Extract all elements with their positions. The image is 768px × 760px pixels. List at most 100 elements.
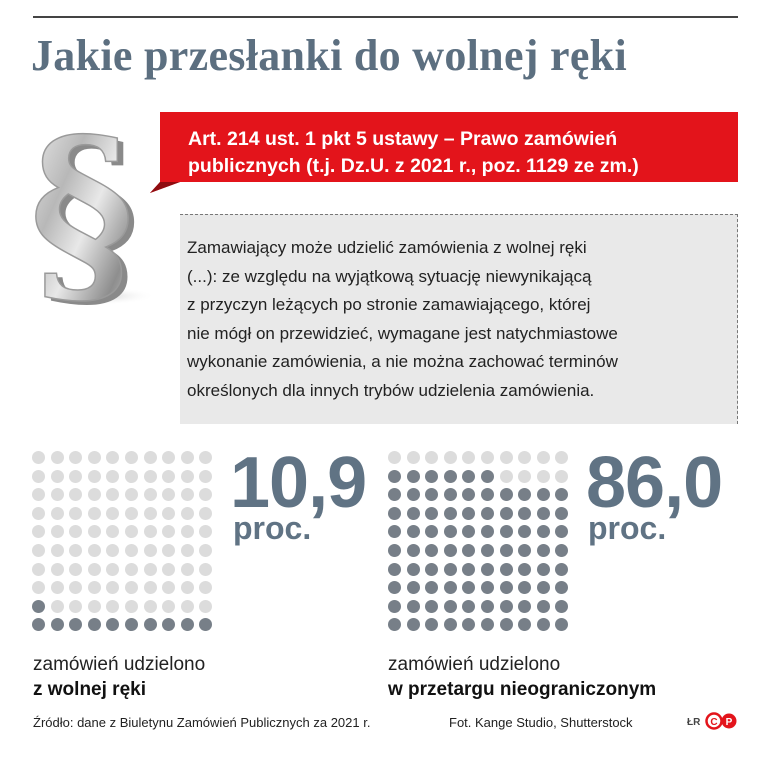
dot-filled — [425, 562, 439, 576]
caption-free-hand-line2: z wolnej ręki — [33, 679, 146, 700]
dot-filled — [462, 525, 476, 539]
dot-empty — [106, 451, 120, 464]
dot-empty — [69, 506, 83, 520]
dot-filled — [518, 599, 532, 613]
dot-empty — [69, 525, 83, 539]
dot-filled — [406, 544, 420, 557]
dot-empty — [106, 581, 120, 595]
dot-filled — [462, 469, 476, 483]
dot-empty — [50, 469, 64, 483]
dot-filled — [406, 469, 420, 483]
dot-empty — [69, 469, 83, 483]
dot-empty — [125, 525, 138, 539]
dot-filled — [499, 506, 513, 520]
dot-grid-free-hand — [32, 451, 217, 636]
dot-empty — [199, 562, 213, 576]
dot-empty — [143, 469, 157, 483]
dot-filled — [388, 469, 401, 483]
dot-empty — [388, 451, 401, 464]
quote-line: nie mógł on przewidzieć, wymagane jest n… — [187, 323, 618, 343]
dot-filled — [536, 618, 550, 632]
dot-empty — [87, 451, 101, 464]
dot-empty — [106, 562, 120, 576]
dot-empty — [143, 506, 157, 520]
dot-filled — [388, 525, 401, 539]
banner-line-1: Art. 214 ust. 1 pkt 5 ustawy – Prawo zam… — [188, 128, 618, 150]
dot-filled — [499, 525, 513, 539]
quote-line: Zamawiający może udzielić zamówienia z w… — [187, 238, 587, 257]
dot-empty — [199, 544, 213, 557]
dot-empty — [536, 469, 550, 483]
dot-filled — [443, 525, 457, 539]
dot-empty — [69, 581, 83, 595]
dot-empty — [32, 469, 45, 483]
dot-filled — [481, 618, 494, 632]
dot-empty — [143, 525, 157, 539]
dot-empty — [162, 451, 176, 464]
quote-text: Zamawiający może udzielić zamówienia z w… — [187, 234, 732, 405]
dot-filled — [536, 544, 550, 557]
dot-empty — [87, 488, 101, 502]
dot-empty — [199, 525, 213, 539]
article-banner: Art. 214 ust. 1 pkt 5 ustawy – Prawo zam… — [150, 112, 738, 193]
dot-filled — [106, 618, 120, 632]
dot-empty — [162, 488, 176, 502]
dot-empty — [199, 599, 213, 613]
dot-empty — [87, 581, 101, 595]
dot-filled — [425, 506, 439, 520]
dot-empty — [106, 544, 120, 557]
dot-filled — [199, 618, 213, 632]
dot-empty — [32, 451, 45, 464]
dot-filled — [388, 544, 401, 557]
dot-empty — [199, 488, 213, 502]
dot-filled — [406, 599, 420, 613]
dot-filled — [481, 544, 494, 557]
dot-filled — [406, 525, 420, 539]
stat-value-free-hand: 10,9 — [230, 443, 367, 523]
dot-empty — [87, 469, 101, 483]
dot-filled — [518, 562, 532, 576]
dot-empty — [462, 451, 476, 464]
dot-empty — [69, 562, 83, 576]
dot-empty — [106, 525, 120, 539]
dot-empty — [162, 469, 176, 483]
dot-empty — [69, 544, 83, 557]
dot-filled — [536, 562, 550, 576]
dot-empty — [180, 525, 194, 539]
dot-filled — [406, 506, 420, 520]
dot-empty — [32, 562, 45, 576]
dot-empty — [87, 544, 101, 557]
dot-filled — [32, 618, 45, 632]
photo-credit: Fot. Kange Studio, Shutterstock — [449, 715, 633, 730]
stat-value-open-tender: 86,0 — [586, 443, 723, 523]
dot-filled — [481, 581, 494, 595]
dot-empty — [180, 469, 194, 483]
dot-filled — [499, 599, 513, 613]
dot-empty — [162, 599, 176, 613]
dot-filled — [555, 488, 569, 502]
dot-filled — [462, 488, 476, 502]
dot-empty — [50, 525, 64, 539]
section-sign-icon: § § — [29, 96, 156, 306]
dot-filled — [462, 506, 476, 520]
dot-empty — [443, 451, 457, 464]
dot-empty — [50, 599, 64, 613]
dot-empty — [125, 506, 138, 520]
dot-empty — [32, 506, 45, 520]
dot-filled — [443, 469, 457, 483]
dot-empty — [50, 506, 64, 520]
dot-filled — [518, 525, 532, 539]
dot-empty — [69, 451, 83, 464]
quote-box: Zamawiający może udzielić zamówienia z w… — [180, 214, 738, 424]
dot-filled — [481, 469, 494, 483]
dot-empty — [87, 525, 101, 539]
dot-filled — [125, 618, 138, 632]
dot-filled — [462, 581, 476, 595]
dot-filled — [499, 488, 513, 502]
quote-line: wykonanie zamówienia, a nie można zachow… — [187, 352, 618, 371]
dot-filled — [443, 506, 457, 520]
dot-filled — [443, 544, 457, 557]
dot-empty — [125, 469, 138, 483]
dot-empty — [499, 469, 513, 483]
dot-empty — [32, 581, 45, 595]
